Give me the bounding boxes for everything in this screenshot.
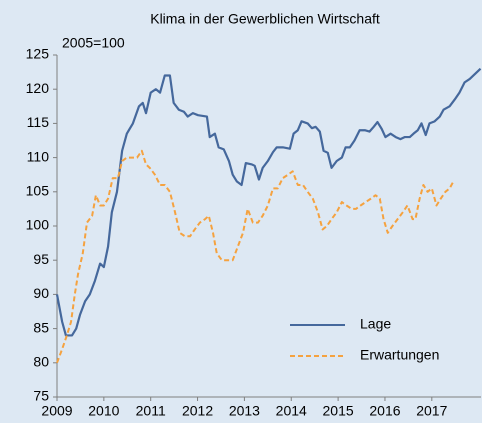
x-tick-label: 2011 bbox=[136, 403, 166, 419]
y-tick-label: 75 bbox=[33, 388, 49, 404]
y-tick-label: 100 bbox=[26, 217, 50, 233]
x-tick-label: 2012 bbox=[182, 403, 213, 419]
y-tick-label: 80 bbox=[33, 354, 49, 370]
legend-label: Erwartungen bbox=[360, 347, 439, 363]
x-tick-label: 2009 bbox=[41, 403, 72, 419]
x-tick-label: 2013 bbox=[229, 403, 260, 419]
y-tick-label: 110 bbox=[27, 148, 50, 164]
y-tick-label: 95 bbox=[33, 251, 49, 267]
y-tick-label: 120 bbox=[26, 80, 50, 96]
x-tick-label: 2014 bbox=[276, 403, 307, 419]
line-series bbox=[55, 67, 482, 337]
x-tick-label: 2017 bbox=[416, 403, 447, 419]
chart-subtitle: 2005=100 bbox=[62, 35, 125, 51]
x-tick-label: 2015 bbox=[323, 403, 354, 419]
y-tick-label: 115 bbox=[27, 114, 50, 130]
y-tick-label: 85 bbox=[33, 319, 49, 335]
y-tick-label: 125 bbox=[26, 46, 50, 62]
line-series bbox=[56, 149, 455, 364]
y-tick-label: 90 bbox=[33, 285, 49, 301]
x-tick-label: 2016 bbox=[369, 403, 400, 419]
chart-title: Klima in der Gewerblichen Wirtschaft bbox=[150, 11, 380, 27]
y-tick-label: 105 bbox=[26, 183, 50, 199]
x-tick-label: 2010 bbox=[88, 403, 119, 419]
legend-label: Lage bbox=[360, 316, 391, 332]
